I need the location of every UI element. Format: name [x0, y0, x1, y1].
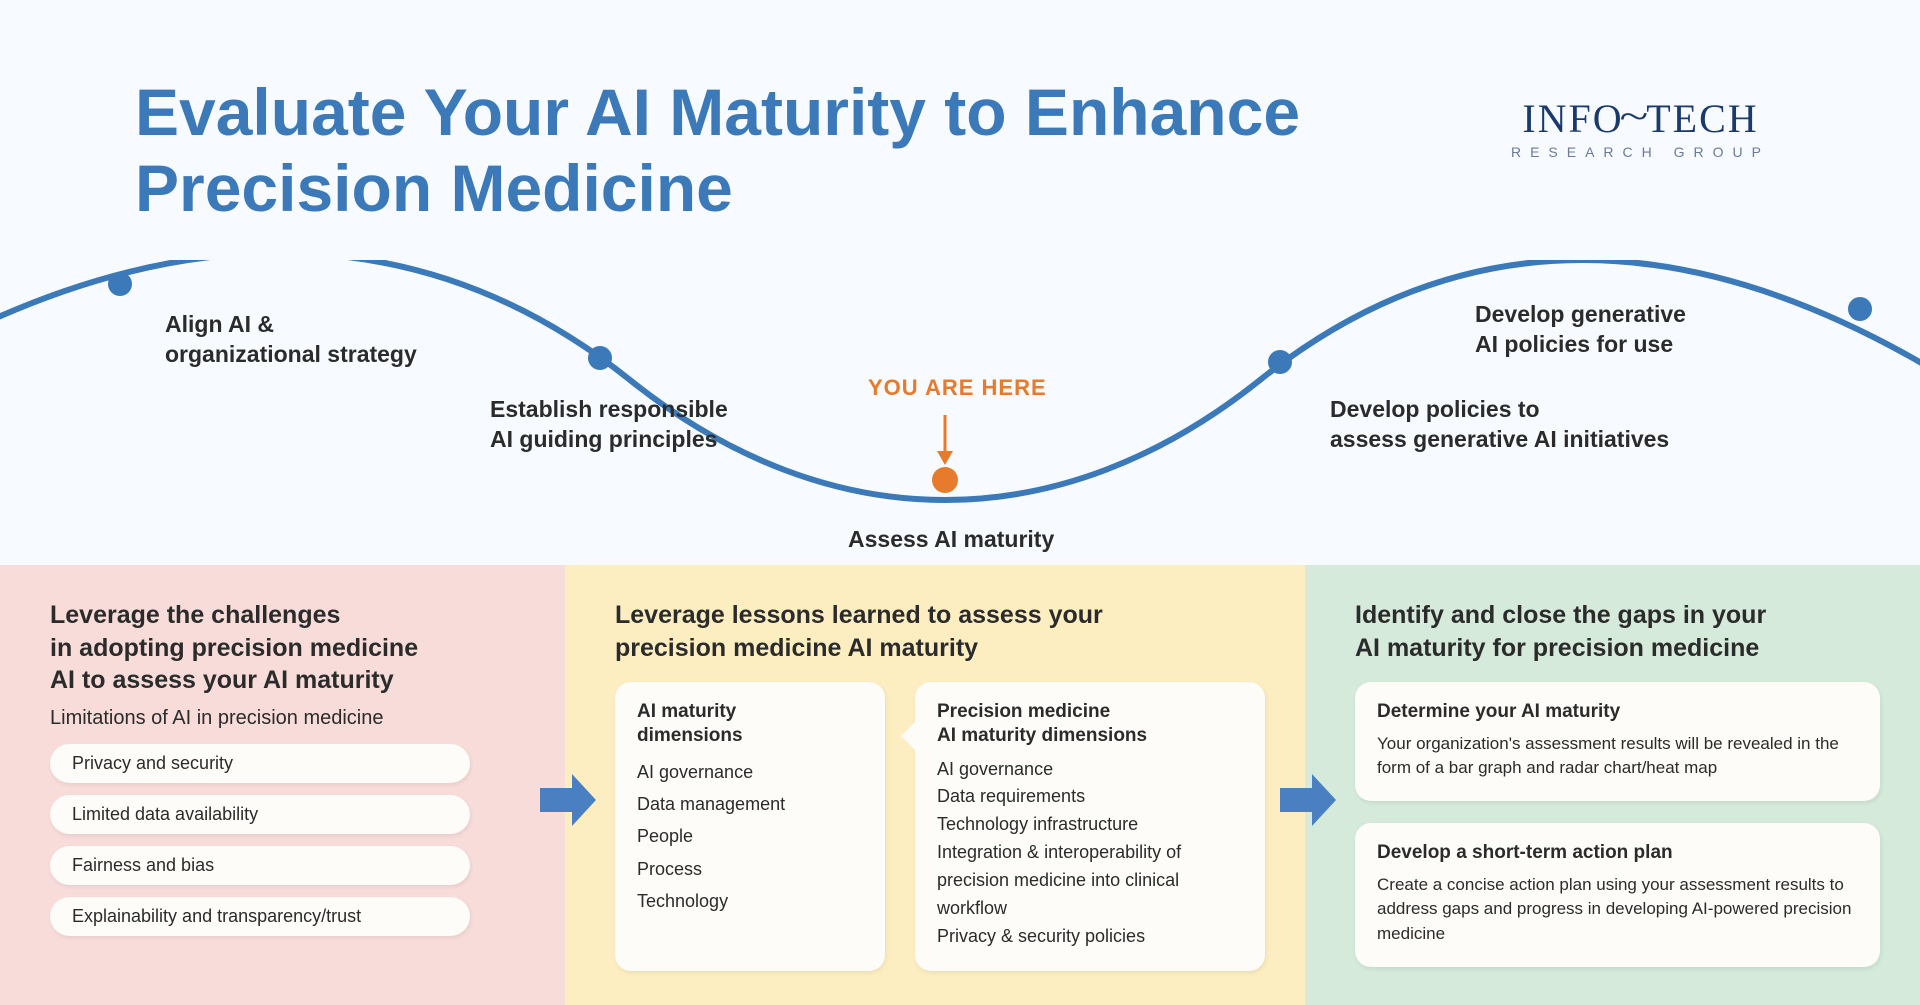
you-are-here-label: YOU ARE HERE	[868, 375, 1047, 401]
precision-dim-item-0: AI governance	[937, 756, 1243, 784]
panel1-subtitle: Limitations of AI in precision medicine	[50, 707, 525, 730]
wave-label-1: Establish responsible AI guiding princip…	[490, 395, 728, 455]
panel2-title: Leverage lessons learned to assess your …	[615, 599, 1265, 664]
panel-gaps: Identify and close the gaps in your AI m…	[1305, 565, 1920, 1005]
ai-dim-item-2: People	[637, 820, 863, 852]
precision-dim-item-3: Integration & interoperability of precis…	[937, 839, 1243, 923]
precision-dim-item-2: Technology infrastructure	[937, 811, 1243, 839]
speech-notch-icon	[901, 722, 915, 750]
precision-dim-item-1: Data requirements	[937, 783, 1243, 811]
arrow-p2-to-p3-icon	[1278, 770, 1338, 830]
panel1-title: Leverage the challenges in adopting prec…	[50, 599, 525, 697]
wave-label-2: Assess AI maturity	[848, 525, 1054, 555]
wave-label-0: Align AI & organizational strategy	[165, 310, 417, 370]
card-precision-dimensions: Precision medicine AI maturity dimension…	[915, 682, 1265, 971]
wave-point-3	[1268, 350, 1292, 374]
panel3-title: Identify and close the gaps in your AI m…	[1355, 599, 1880, 664]
card-p3a-title: Determine your AI maturity	[1377, 700, 1858, 724]
brand-subtitle: RESEARCH GROUP	[1511, 144, 1770, 160]
card-determine-maturity: Determine your AI maturity Your organiza…	[1355, 682, 1880, 801]
ai-dim-item-3: Process	[637, 853, 863, 885]
ai-dim-item-4: Technology	[637, 885, 863, 917]
card-p3b-text: Create a concise action plan using your …	[1377, 873, 1858, 947]
card-b-title: Precision medicine AI maturity dimension…	[937, 700, 1243, 748]
wave-point-0	[108, 272, 132, 296]
page-title: Evaluate Your AI Maturity to Enhance Pre…	[135, 75, 1335, 227]
wave-label-3: Develop policies to assess generative AI…	[1330, 395, 1669, 455]
limitation-chip-2: Fairness and bias	[50, 846, 470, 885]
panel-lessons: Leverage lessons learned to assess your …	[565, 565, 1305, 1005]
wave-point-2	[932, 467, 958, 493]
card-p3b-title: Develop a short-term action plan	[1377, 841, 1858, 865]
wave-label-4: Develop generative AI policies for use	[1475, 300, 1686, 360]
precision-dim-item-4: Privacy & security policies	[937, 923, 1243, 951]
arrow-p1-to-p2-icon	[538, 770, 598, 830]
brand-word-1: INFO	[1522, 96, 1623, 141]
wave-point-4	[1848, 297, 1872, 321]
card-p3a-text: Your organization's assessment results w…	[1377, 732, 1858, 781]
panels-row: Leverage the challenges in adopting prec…	[0, 565, 1920, 1005]
card-a-title: AI maturity dimensions	[637, 700, 863, 748]
wave-point-1	[588, 346, 612, 370]
card-ai-maturity-dimensions: AI maturity dimensions AI governanceData…	[615, 682, 885, 971]
panel-challenges: Leverage the challenges in adopting prec…	[0, 565, 565, 1005]
brand-logo: INFO~TECH RESEARCH GROUP	[1511, 95, 1770, 160]
limitation-chip-3: Explainability and transparency/trust	[50, 897, 470, 936]
limitation-chip-1: Limited data availability	[50, 795, 470, 834]
you-are-here-arrow-icon	[937, 415, 953, 465]
ai-dim-item-0: AI governance	[637, 756, 863, 788]
limitation-chip-0: Privacy and security	[50, 744, 470, 783]
brand-tilde-icon: ~	[1619, 95, 1651, 139]
ai-dim-item-1: Data management	[637, 788, 863, 820]
brand-word-2: TECH	[1646, 96, 1758, 141]
card-action-plan: Develop a short-term action plan Create …	[1355, 823, 1880, 967]
